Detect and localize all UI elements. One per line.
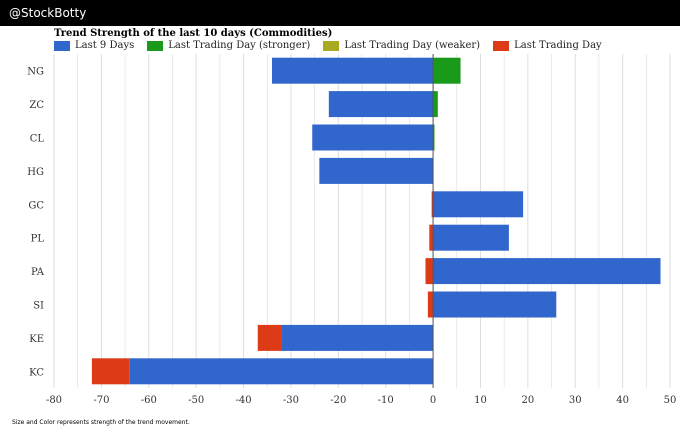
x-tick-label: 40 <box>616 395 629 406</box>
y-tick-label: KC <box>29 367 44 378</box>
x-tick-label: -40 <box>235 395 251 406</box>
legend-item-last-trading-day: Last Trading Day <box>493 40 602 51</box>
bar-kc-series-0 <box>129 358 434 385</box>
brand-label: @StockBotty <box>9 6 87 20</box>
x-tick-label: -10 <box>378 395 394 406</box>
bar-ke-series-3 <box>257 324 282 351</box>
top-bar: @StockBotty <box>0 0 680 26</box>
legend-item-weaker: Last Trading Day (weaker) <box>323 40 480 51</box>
chart-title: Trend Strength of the last 10 days (Comm… <box>54 28 333 39</box>
y-tick-label: KE <box>29 334 44 345</box>
x-tick-label: 10 <box>474 395 487 406</box>
legend-label-stronger: Last Trading Day (stronger) <box>168 40 311 51</box>
chart-legend: Last 9 Days Last Trading Day (stronger) … <box>54 40 615 51</box>
legend-label-weaker: Last Trading Day (weaker) <box>344 40 481 51</box>
bar-ke-series-0 <box>281 324 434 351</box>
bar-pa-series-0 <box>433 258 661 285</box>
bar-zc-series-0 <box>328 91 434 118</box>
legend-swatch-last-trading-day <box>493 40 510 51</box>
legend-swatch-last-9-days <box>54 40 70 51</box>
y-tick-label: SI <box>33 301 44 312</box>
legend-label-last-trading-day: Last Trading Day <box>514 40 602 51</box>
bar-hg-series-0 <box>319 157 434 184</box>
y-tick-label: PL <box>31 234 45 245</box>
x-tick-label: -20 <box>330 395 346 406</box>
bar-pl-series-0 <box>433 224 509 251</box>
y-tick-label: PA <box>31 267 45 278</box>
x-tick-label: 50 <box>664 395 677 406</box>
bar-ng-series-1 <box>433 57 461 84</box>
y-tick-label: GC <box>28 200 44 211</box>
x-tick-label: 0 <box>430 395 436 406</box>
bar-gc-series-3 <box>431 191 434 218</box>
legend-item-stronger: Last Trading Day (stronger) <box>147 40 310 51</box>
y-tick-label: NG <box>27 67 44 78</box>
legend-swatch-stronger <box>147 40 164 51</box>
legend-label-last-9-days: Last 9 Days <box>75 40 135 51</box>
bar-zc-series-1 <box>433 91 438 118</box>
bar-cl-series-0 <box>312 124 434 151</box>
x-tick-label: 20 <box>521 395 534 406</box>
x-tick-label: -30 <box>283 395 299 406</box>
bar-cl-series-1 <box>433 124 435 151</box>
x-tick-label: -70 <box>93 395 109 406</box>
bar-si-series-0 <box>433 291 557 318</box>
bar-si-series-3 <box>427 291 434 318</box>
y-tick-label: ZC <box>29 100 44 111</box>
legend-item-last-9-days: Last 9 Days <box>54 40 134 51</box>
bar-pl-series-3 <box>429 224 434 251</box>
y-tick-label: CL <box>30 134 45 145</box>
legend-swatch-weaker <box>323 40 340 51</box>
x-tick-label: 30 <box>569 395 582 406</box>
bar-kc-series-3 <box>91 358 130 385</box>
x-tick-label: -50 <box>188 395 204 406</box>
x-tick-label: -60 <box>141 395 157 406</box>
x-tick-label: -80 <box>46 395 62 406</box>
bar-pa-series-3 <box>425 258 434 285</box>
bar-gc-series-0 <box>433 191 524 218</box>
y-tick-label: HG <box>27 167 44 178</box>
footer-note: Size and Color represents strength of th… <box>12 419 190 426</box>
bar-ng-series-0 <box>271 57 434 84</box>
